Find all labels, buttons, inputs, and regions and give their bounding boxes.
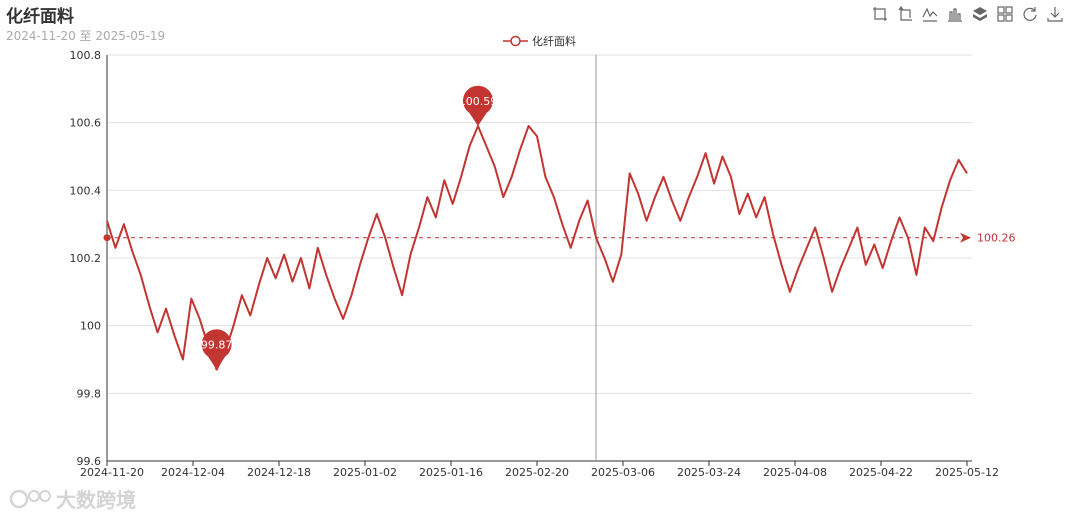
- x-tick-label: 2024-12-18: [247, 466, 311, 479]
- x-tick-label: 2025-03-06: [591, 466, 655, 479]
- x-tick-label: 2025-02-20: [505, 466, 569, 479]
- watermark-text: 大数跨境: [56, 488, 136, 512]
- zoom-reset-icon[interactable]: [896, 5, 914, 23]
- x-tick-label: 2025-04-08: [763, 466, 827, 479]
- chart-title: 化纤面料: [6, 7, 74, 27]
- legend-label: 化纤面料: [532, 35, 576, 48]
- y-tick-label: 100.8: [70, 49, 102, 62]
- series: [106, 125, 968, 371]
- y-tick-label: 100.4: [70, 184, 102, 197]
- grid-lines: [107, 54, 972, 462]
- bar-chart-icon[interactable]: [946, 5, 964, 23]
- x-tick-label: 2024-11-20: [80, 466, 144, 479]
- refresh-icon[interactable]: [1021, 5, 1039, 23]
- axes: 99.6 99.8 100 100.2 100.4 100.6 100.8 2024-11-2…: [70, 49, 999, 479]
- download-icon[interactable]: [1046, 5, 1064, 23]
- x-tick-label: 2025-04-22: [849, 466, 913, 479]
- y-tick-label: 100.6: [70, 117, 102, 130]
- stack-icon[interactable]: [971, 5, 989, 23]
- toolbox: [871, 5, 1064, 23]
- series-line: [106, 125, 968, 371]
- mark-point-pin-icon: [462, 85, 493, 127]
- x-tick-label: 2025-01-16: [419, 466, 483, 479]
- date-range-subtitle: 2024-11-20 至 2025-05-19: [6, 29, 166, 43]
- watermark: 大数跨境: [8, 484, 136, 513]
- x-tick-label: 2024-12-04: [161, 466, 225, 479]
- mark-points: 100.59 99.87: [201, 85, 498, 370]
- mark-point-label: 100.59: [459, 95, 498, 108]
- y-tick-label: 100.2: [70, 252, 102, 265]
- x-tick-label: 2025-01-02: [333, 466, 397, 479]
- mark-line-arrow-icon: [960, 232, 971, 243]
- x-tick-label: 2025-03-24: [677, 466, 741, 479]
- tiled-icon[interactable]: [996, 5, 1014, 23]
- legend-item[interactable]: 化纤面料: [503, 33, 576, 49]
- legend-line-marker-icon: [503, 35, 528, 47]
- watermark-logo-icon: [9, 489, 51, 508]
- average-mark-line: 100.26: [103, 232, 1016, 245]
- mark-point-label: 99.87: [201, 339, 233, 352]
- min-mark-point: 99.87: [201, 329, 233, 370]
- y-tick-label: 99.8: [77, 387, 102, 400]
- mark-point-pin-icon: [201, 329, 232, 370]
- x-tick-label: 2025-05-12: [935, 466, 999, 479]
- zoom-icon[interactable]: [871, 5, 889, 23]
- y-tick-label: 100: [80, 320, 101, 333]
- mark-line-label: 100.26: [977, 232, 1016, 245]
- line-chart-icon[interactable]: [921, 5, 939, 23]
- y-tick-label: 99.6: [77, 455, 102, 468]
- max-mark-point: 100.59: [459, 85, 498, 127]
